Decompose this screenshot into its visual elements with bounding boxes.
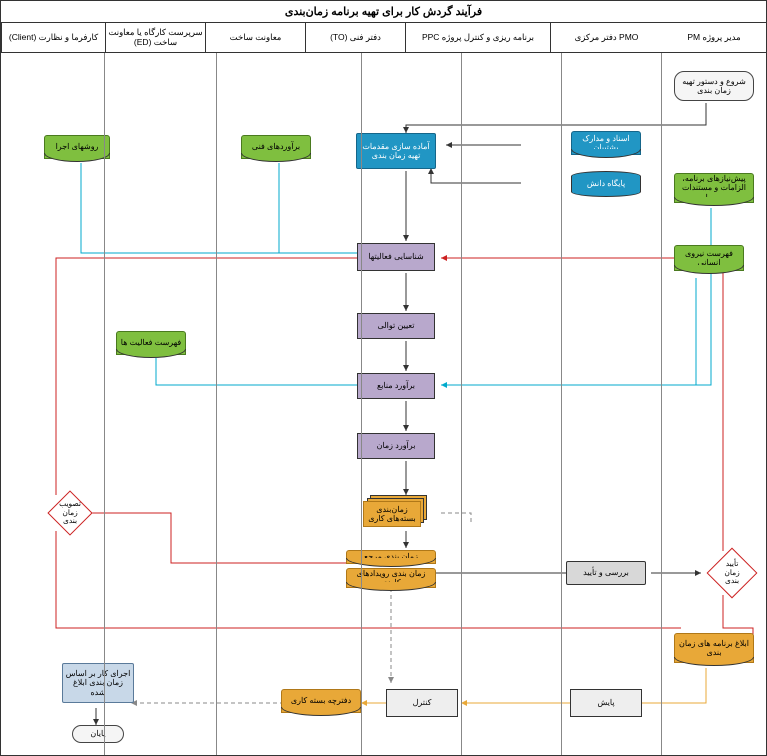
doc-hr-list: فهرست نیروی انسانی (674, 245, 744, 271)
lane-header: مدیر پروژه PM (662, 23, 766, 52)
proc-review: بررسی و تأیید (566, 561, 646, 585)
doc-support: اسناد و مدارک پشتیبان (571, 131, 641, 155)
doc-methods: روشهای اجرا (44, 135, 110, 159)
multi-wp-sched: زمان‌بندی بسته‌های کاری (363, 501, 421, 527)
predef-monitor: پایش (574, 689, 638, 717)
doc-wp-book: دفترچه بسته کاری (281, 689, 361, 713)
swimlane-header: کارفرما و نظارت (Client)سرپرست کارگاه یا… (1, 23, 766, 53)
lane-header: PMO دفتر مرکزی (550, 23, 662, 52)
sub-identify: شناسایی فعالیتها (361, 243, 431, 271)
lane-header: سرپرست کارگاه یا معاونت ساخت (ED) (105, 23, 205, 52)
lane-header: دفتر فنی (TO) (305, 23, 405, 52)
sub-sequence: تعیین توالی (361, 313, 431, 339)
lane-header: معاونت ساخت (205, 23, 305, 52)
doc-baseline: زمان بندی مرجع (346, 550, 436, 564)
diagram-title: فرآیند گردش کار برای تهیه برنامه زمان‌بن… (1, 1, 766, 23)
doc-tech-est: برآوردهای فنی (241, 135, 311, 159)
doc-activity-list: فهرست فعالیت ها (116, 331, 186, 355)
sub-resources: برآورد منابع (361, 373, 431, 399)
sub-duration: برآورد زمان (361, 433, 431, 459)
doc-prereq: پیش‌نیازهای برنامه، الزامات و مستندات مر… (674, 173, 754, 203)
doc-milestones: زمان بندی رویدادهای کلیدی (346, 568, 436, 588)
lane-header: کارفرما و نظارت (Client) (1, 23, 105, 52)
db-knowledge: پایگاه دانش (571, 171, 641, 197)
lane-header: برنامه ریزی و کنترل پروژه PPC (405, 23, 550, 52)
doc-notify: ابلاغ برنامه های زمان بندی (674, 633, 754, 663)
diagram-container: فرآیند گردش کار برای تهیه برنامه زمان‌بن… (0, 0, 767, 756)
proc-prepare: آماده سازی مقدمات تهیه زمان بندی (356, 133, 436, 169)
decision-client-approve: تصویب زمان بندی (47, 490, 92, 535)
decision-approve-pm: تأیید زمان بندی (707, 548, 758, 599)
end-node: پایان (72, 725, 124, 743)
proc-execute: اجرای کار بر اساس زمان بندی ابلاغ شده (62, 663, 134, 703)
diagram-body: شروع و دستور تهیه زمان بندی پیش‌نیازهای … (1, 53, 766, 755)
start-node: شروع و دستور تهیه زمان بندی (674, 71, 754, 101)
predef-control: کنترل (390, 689, 454, 717)
